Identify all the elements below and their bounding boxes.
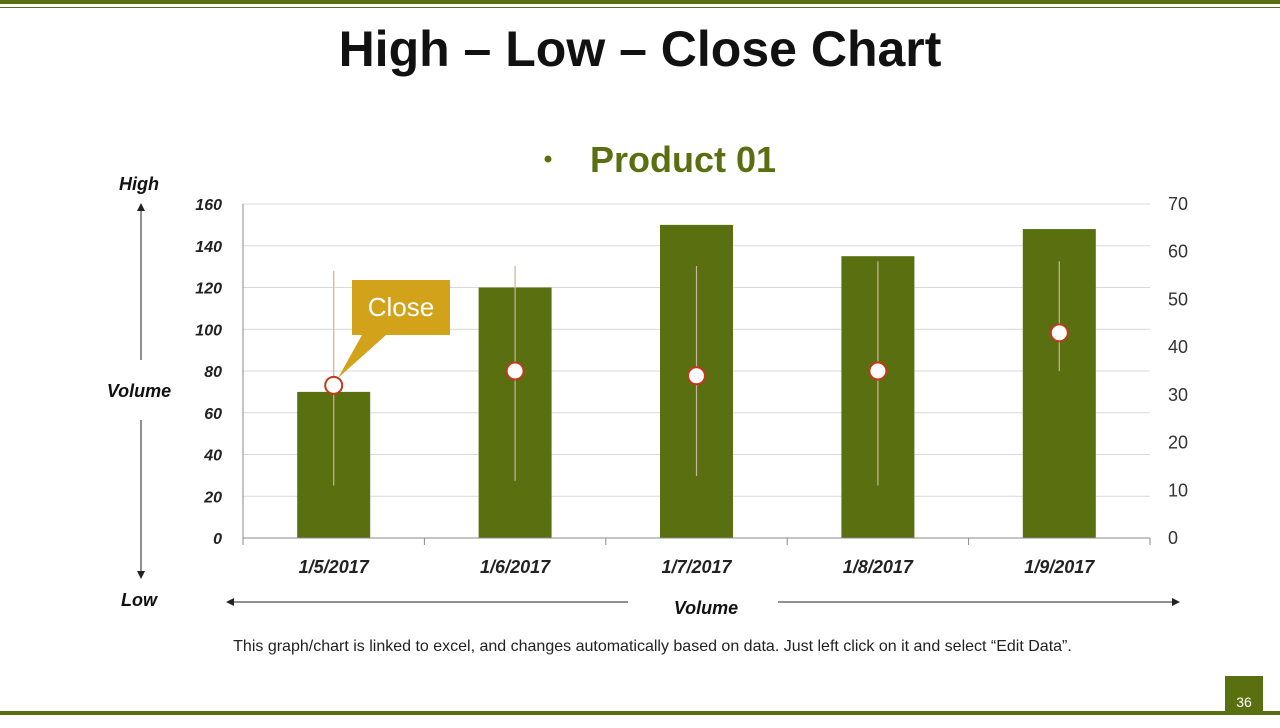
close-callout: Close <box>338 280 450 378</box>
x-volume-label: Volume <box>674 598 738 618</box>
axis-ticks: 0 20 40 60 80 100 120 140 160 0 10 20 30 40 50 60 70 1/5/… <box>195 194 1188 577</box>
low-label: Low <box>121 590 158 610</box>
legend-label: Product 01 <box>590 139 776 180</box>
left-tick-label: 60 <box>204 406 222 423</box>
right-tick-label: 30 <box>1168 385 1188 405</box>
close-callout-text: Close <box>368 292 434 322</box>
x-tick-label: 1/9/2017 <box>1024 557 1095 577</box>
y-volume-label: Volume <box>107 381 171 401</box>
left-tick-label: 100 <box>195 322 222 339</box>
left-tick-label: 120 <box>195 281 222 298</box>
close-marker[interactable] <box>505 361 525 381</box>
page-number: 36 <box>1225 676 1263 714</box>
left-tick-label: 0 <box>213 531 222 548</box>
right-tick-label: 0 <box>1168 528 1178 548</box>
left-tick-label: 80 <box>204 364 222 381</box>
left-tick-label: 40 <box>203 448 222 465</box>
close-marker[interactable] <box>324 375 344 395</box>
bottom-accent-bar <box>0 711 1280 715</box>
right-tick-label: 40 <box>1168 337 1188 357</box>
close-markers <box>324 323 1069 395</box>
right-tick-label: 60 <box>1168 242 1188 262</box>
close-marker[interactable] <box>1049 323 1069 343</box>
right-tick-label: 70 <box>1168 194 1188 214</box>
top-accent-line <box>0 7 1280 8</box>
x-tick-label: 1/5/2017 <box>299 557 370 577</box>
left-tick-label: 140 <box>195 239 222 256</box>
slide-title: High – Low – Close Chart <box>338 21 942 77</box>
high-label: High <box>119 174 159 194</box>
top-accent-bar <box>0 0 1280 4</box>
right-tick-label: 20 <box>1168 433 1188 453</box>
x-tick-label: 1/8/2017 <box>843 557 914 577</box>
right-tick-label: 50 <box>1168 289 1188 309</box>
x-tick-label: 1/6/2017 <box>480 557 551 577</box>
close-marker[interactable] <box>687 366 706 386</box>
left-tick-label: 160 <box>195 197 222 214</box>
footnote: This graph/chart is linked to excel, and… <box>233 638 1072 655</box>
x-tick-label: 1/7/2017 <box>661 557 732 577</box>
right-tick-label: 10 <box>1168 480 1188 500</box>
legend-bullet <box>544 155 552 163</box>
close-marker[interactable] <box>868 361 888 381</box>
left-tick-label: 20 <box>203 489 222 506</box>
